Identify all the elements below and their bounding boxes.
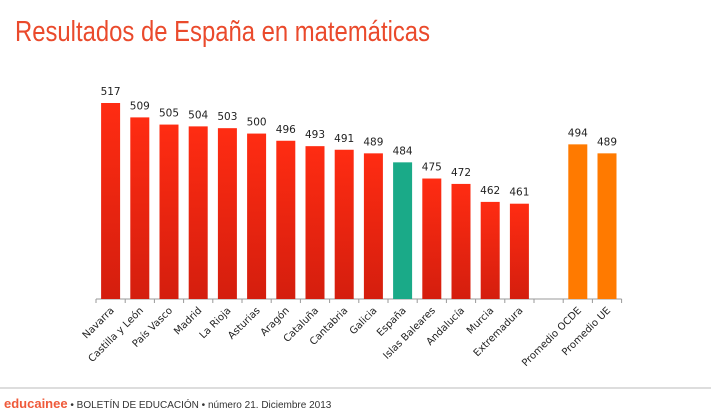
bar	[188, 126, 208, 299]
data-label: 504	[188, 109, 208, 121]
category-label: Asturias	[226, 305, 262, 341]
bar	[363, 153, 383, 299]
bar	[305, 146, 325, 299]
data-label: 462	[480, 185, 500, 197]
bar	[217, 128, 237, 299]
bar	[101, 103, 121, 299]
data-label: 484	[393, 145, 413, 157]
data-label: 509	[130, 100, 150, 112]
data-label: 503	[217, 111, 237, 123]
bar	[480, 201, 500, 299]
data-label: 494	[568, 127, 588, 139]
data-label: 493	[305, 129, 325, 141]
bar	[393, 162, 413, 299]
category-label: Islas Baleares	[382, 305, 438, 361]
data-label: 491	[334, 133, 354, 145]
data-label: 489	[363, 136, 383, 148]
footer-brand: educainee	[4, 396, 68, 411]
bar	[130, 117, 150, 300]
footer-divider	[0, 387, 711, 389]
bar	[597, 153, 617, 299]
data-label: 500	[247, 117, 267, 129]
bar	[568, 144, 588, 299]
data-label: 517	[101, 86, 121, 98]
chart-title: Resultados de España en matemáticas	[15, 16, 430, 48]
bar	[509, 203, 529, 299]
data-label: 461	[509, 187, 529, 199]
data-label: 475	[422, 162, 442, 174]
footer: educainee • BOLETÍN DE EDUCACIÓN • númer…	[4, 396, 331, 411]
bar	[247, 133, 267, 299]
bar	[334, 149, 354, 299]
bar	[451, 183, 471, 299]
data-label: 472	[451, 167, 471, 179]
data-label: 489	[597, 136, 617, 148]
bar	[159, 124, 179, 300]
data-label: 505	[159, 108, 179, 120]
footer-text: • BOLETÍN DE EDUCACIÓN • número 21. Dici…	[67, 400, 332, 411]
data-label: 496	[276, 124, 296, 136]
bar	[276, 140, 296, 299]
category-label: Galicia	[348, 305, 380, 337]
bar	[422, 178, 442, 299]
